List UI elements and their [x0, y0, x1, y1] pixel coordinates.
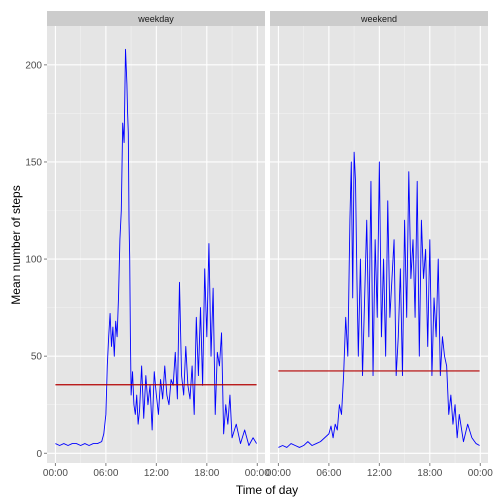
x-tick-label: 12:00 [367, 468, 392, 479]
weekend-strip-label: weekend [360, 14, 397, 24]
y-axis-title: Mean number of steps [9, 185, 23, 304]
x-tick-label: 00:00 [245, 468, 270, 479]
y-tick-label: 100 [25, 255, 42, 266]
weekend-steps-line [278, 151, 480, 448]
x-tick-label: 00:00 [266, 468, 291, 479]
weekday-strip-label: weekday [137, 14, 174, 24]
weekday-strip-background [47, 11, 265, 26]
x-axis-title: Time of day [236, 483, 298, 497]
x-tick-label: 18:00 [417, 468, 442, 479]
y-tick-label: 0 [36, 449, 42, 460]
weekday-series [55, 48, 257, 446]
y-tick-label: 50 [31, 352, 43, 363]
y-tick-label: 200 [25, 60, 42, 71]
x-tick-label: 18:00 [194, 468, 219, 479]
y-tick-label: 150 [25, 157, 42, 168]
x-tick-label: 06:00 [316, 468, 341, 479]
x-tick-label: 12:00 [144, 468, 169, 479]
weekend-x-axis: 00:00 06:00 12:00 18:00 00:00 [266, 463, 493, 479]
weekend-strip-background [270, 11, 488, 26]
weekday-grid [47, 26, 265, 463]
weekday-x-axis: 00:00 06:00 12:00 18:00 00:00 [43, 463, 270, 479]
x-tick-label: 06:00 [93, 468, 118, 479]
y-axis: 0 50 100 150 200 [25, 60, 47, 460]
weekend-series [278, 151, 480, 448]
x-tick-label: 00:00 [468, 468, 493, 479]
x-tick-label: 00:00 [43, 468, 68, 479]
